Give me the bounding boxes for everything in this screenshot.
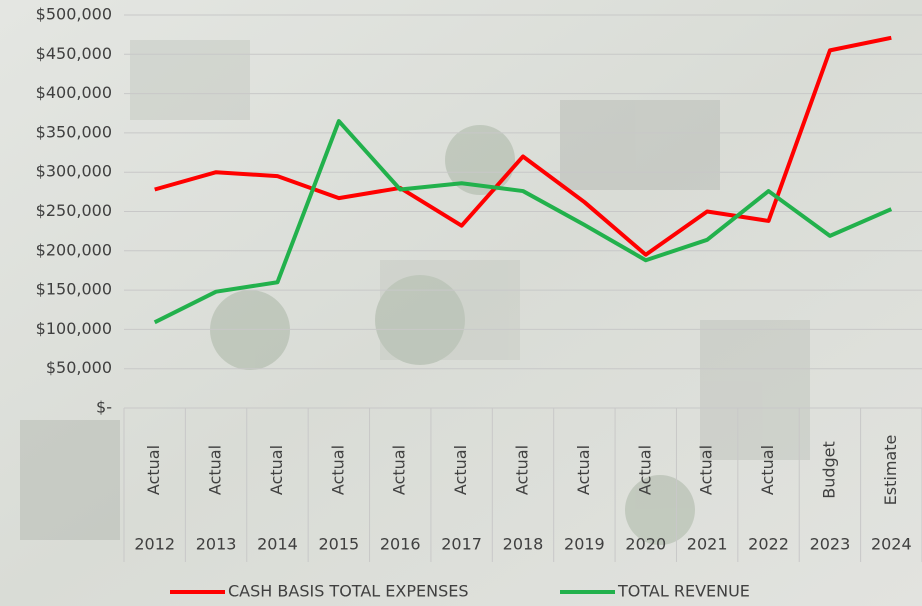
- x-tick-sublabel: Actual: [267, 445, 286, 495]
- series-line: [154, 35, 892, 257]
- x-tick-label: 2014: [257, 535, 298, 554]
- x-tick-sublabel: Actual: [390, 445, 409, 495]
- x-tick-sublabel: Actual: [635, 445, 654, 495]
- background-photo: [20, 40, 810, 545]
- y-tick-label: $100,000: [36, 319, 112, 338]
- x-tick-label: 2021: [687, 535, 728, 554]
- y-tick-label: $450,000: [36, 44, 112, 63]
- x-tick-label: 2018: [503, 535, 544, 554]
- legend-label: TOTAL REVENUE: [617, 582, 750, 601]
- y-tick-label: $300,000: [36, 162, 112, 181]
- x-tick-sublabel: Estimate: [881, 435, 900, 506]
- x-tick-label: 2013: [196, 535, 237, 554]
- x-tick-label: 2022: [748, 535, 789, 554]
- x-tick-sublabel: Actual: [513, 445, 532, 495]
- x-tick-sublabel: Budget: [819, 441, 838, 499]
- x-tick-label: 2024: [871, 535, 912, 554]
- y-tick-label: $50,000: [46, 358, 112, 377]
- x-tick-sublabel: Actual: [574, 445, 593, 495]
- series-line: [153, 119, 893, 325]
- x-tick-sublabel: Actual: [451, 445, 470, 495]
- x-tick-label: 2023: [810, 535, 851, 554]
- x-tick-sublabel: Actual: [206, 445, 225, 495]
- y-tick-label: $350,000: [36, 122, 112, 141]
- x-tick-sublabel: Actual: [144, 445, 163, 495]
- y-tick-label: $400,000: [36, 83, 112, 102]
- y-tick-label: $250,000: [36, 201, 112, 220]
- x-tick-label: 2015: [318, 535, 359, 554]
- y-tick-label: $500,000: [36, 5, 112, 24]
- x-tick-label: 2012: [134, 535, 175, 554]
- x-tick-label: 2017: [441, 535, 482, 554]
- y-tick-label: $150,000: [36, 280, 112, 299]
- y-tick-label: $200,000: [36, 240, 112, 259]
- x-tick-label: 2016: [380, 535, 421, 554]
- x-tick-label: 2020: [625, 535, 666, 554]
- x-tick-sublabel: Actual: [758, 445, 777, 495]
- y-tick-label: $-: [96, 398, 112, 417]
- x-tick-label: 2019: [564, 535, 605, 554]
- x-tick-sublabel: Actual: [328, 445, 347, 495]
- x-tick-sublabel: Actual: [697, 445, 716, 495]
- legend-label: CASH BASIS TOTAL EXPENSES: [228, 582, 469, 601]
